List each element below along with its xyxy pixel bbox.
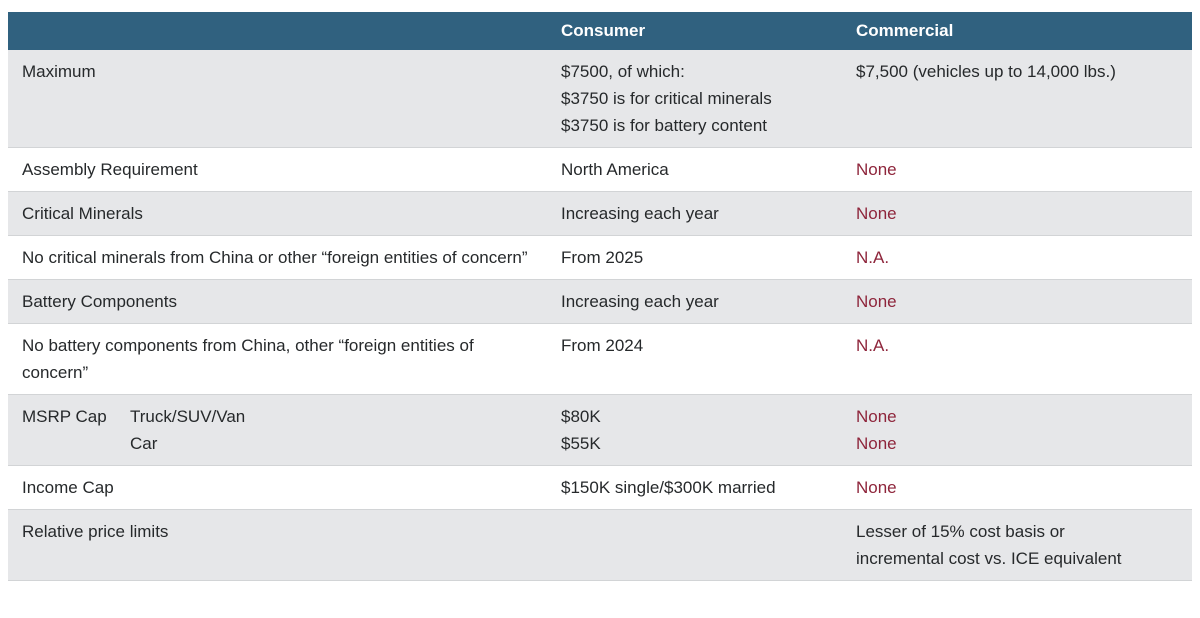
consumer-cell: From 2025 — [561, 244, 856, 271]
cell-line: None — [856, 160, 897, 179]
commercial-cell: None None — [856, 403, 1192, 457]
cell-line: $7500, of which: — [561, 62, 685, 81]
table-row: Critical Minerals Increasing each year N… — [8, 191, 1192, 235]
row-sublabels: Truck/SUV/Van Car — [130, 403, 533, 457]
cell-line: $7,500 (vehicles up to 14,000 lbs.) — [856, 62, 1116, 81]
row-label: Income Cap — [22, 478, 114, 497]
table-header-row: Consumer Commercial — [8, 12, 1192, 50]
row-label-cell: Assembly Requirement — [8, 156, 561, 183]
table-row: No battery components from China, other … — [8, 323, 1192, 394]
cell-line: From 2024 — [561, 336, 644, 355]
consumer-cell: From 2024 — [561, 332, 856, 359]
row-label-cell: Battery Components — [8, 288, 561, 315]
commercial-cell: None — [856, 200, 1192, 227]
row-label: No critical minerals from China or other… — [22, 248, 528, 267]
commercial-cell: None — [856, 288, 1192, 315]
cell-line: $55K — [561, 434, 601, 453]
row-label-cell: Maximum — [8, 58, 561, 85]
cell-line: $150K single/$300K married — [561, 478, 776, 497]
cell-line: Car — [130, 434, 158, 453]
cell-line: incremental cost vs. ICE equivalent — [856, 549, 1122, 568]
column-header-blank — [8, 31, 561, 32]
commercial-cell: None — [856, 156, 1192, 183]
cell-line: $80K — [561, 407, 601, 426]
row-label-cell: Critical Minerals — [8, 200, 561, 227]
cell-line: None — [856, 434, 897, 453]
cell-line: N.A. — [856, 248, 890, 267]
consumer-cell: Increasing each year — [561, 288, 856, 315]
row-label: Critical Minerals — [22, 204, 143, 223]
cell-line: From 2025 — [561, 248, 644, 267]
consumer-cell — [561, 518, 856, 519]
table-row: Maximum $7500, of which: $3750 is for cri… — [8, 50, 1192, 147]
table-row: No critical minerals from China or other… — [8, 235, 1192, 279]
cell-line: North America — [561, 160, 669, 179]
row-label: Relative price limits — [22, 522, 169, 541]
cell-line: $3750 is for critical minerals — [561, 89, 772, 108]
cell-line: None — [856, 204, 897, 223]
column-header-commercial: Commercial — [856, 21, 954, 40]
cell-line: N.A. — [856, 336, 890, 355]
row-label: Battery Components — [22, 292, 177, 311]
commercial-cell: $7,500 (vehicles up to 14,000 lbs.) — [856, 58, 1192, 85]
row-label: MSRP Cap — [22, 407, 107, 426]
cell-line: None — [856, 407, 897, 426]
comparison-table: Consumer Commercial Maximum $7500, of wh… — [8, 12, 1192, 581]
row-label-cell: Relative price limits — [8, 518, 561, 545]
row-label-cell: MSRP Cap Truck/SUV/Van Car — [8, 403, 561, 457]
column-header-consumer: Consumer — [561, 21, 646, 40]
consumer-cell: $150K single/$300K married — [561, 474, 856, 501]
table-row: Income Cap $150K single/$300K married No… — [8, 465, 1192, 509]
table-row: Assembly Requirement North America None — [8, 147, 1192, 191]
commercial-cell: Lesser of 15% cost basis or incremental c… — [856, 518, 1192, 572]
commercial-cell: None — [856, 474, 1192, 501]
cell-line: Increasing each year — [561, 204, 719, 223]
cell-line: Truck/SUV/Van — [130, 407, 246, 426]
commercial-cell: N.A. — [856, 332, 1192, 359]
consumer-cell: Increasing each year — [561, 200, 856, 227]
row-label-cell: No critical minerals from China or other… — [8, 244, 561, 271]
cell-line: $3750 is for battery content — [561, 116, 768, 135]
table-body: Maximum $7500, of which: $3750 is for cri… — [8, 50, 1192, 581]
table-row: Relative price limits Lesser of 15% cost… — [8, 509, 1192, 580]
row-label: Assembly Requirement — [22, 160, 198, 179]
table-row: Battery Components Increasing each year … — [8, 279, 1192, 323]
commercial-cell: N.A. — [856, 244, 1192, 271]
cell-line: None — [856, 478, 897, 497]
consumer-cell: $7500, of which: $3750 is for critical mi… — [561, 58, 856, 139]
cell-line: Lesser of 15% cost basis or — [856, 522, 1065, 541]
row-label-cell: No battery components from China, other … — [8, 332, 561, 386]
table-row: MSRP Cap Truck/SUV/Van Car $80K $55K None N… — [8, 394, 1192, 465]
cell-line: None — [856, 292, 897, 311]
row-label: Maximum — [22, 62, 96, 81]
row-label-cell: Income Cap — [8, 474, 561, 501]
consumer-cell: North America — [561, 156, 856, 183]
consumer-cell: $80K $55K — [561, 403, 856, 457]
row-label: No battery components from China, other … — [22, 336, 474, 382]
cell-line: Increasing each year — [561, 292, 719, 311]
